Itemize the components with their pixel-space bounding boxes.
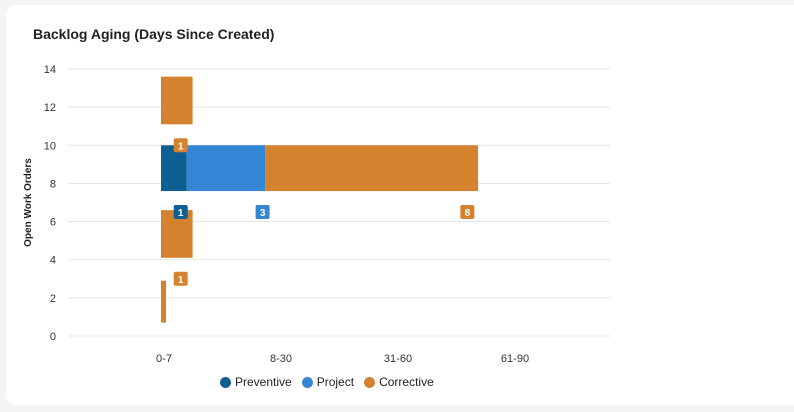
bar-corrective <box>161 280 166 323</box>
legend-label: Project <box>316 375 355 389</box>
data-label-badge <box>460 205 475 220</box>
bar-corrective <box>265 145 479 192</box>
y-axis-title: Open Work Orders <box>23 158 34 247</box>
y-tick-label: 2 <box>50 293 56 305</box>
chart-legend: Preventive Project Corrective <box>220 375 434 389</box>
data-label-badge <box>255 205 270 220</box>
y-tick-label: 10 <box>44 140 56 152</box>
legend-swatch <box>220 376 231 388</box>
bar-project <box>186 145 266 192</box>
legend-label: Corrective <box>379 375 434 389</box>
y-tick-label: 6 <box>50 217 56 229</box>
legend-item-project[interactable]: Project <box>301 375 355 389</box>
y-tick-label: 12 <box>44 102 56 114</box>
chart-title: Backlog Aging (Days Since Created) <box>33 26 275 42</box>
legend-item-corrective[interactable]: Corrective <box>364 375 434 389</box>
legend-item-preventive[interactable]: Preventive <box>220 375 292 389</box>
data-label-badge <box>173 138 188 153</box>
x-tick-label: 31-60 <box>384 353 412 365</box>
y-tick-label: 0 <box>50 331 56 343</box>
data-label: 1 <box>178 141 184 152</box>
x-tick-label: 8-30 <box>270 353 292 365</box>
chart-card: Backlog Aging (Days Since Created) <box>6 5 794 405</box>
data-label: 1 <box>178 208 184 219</box>
y-tick-label: 14 <box>44 64 56 76</box>
data-label: 8 <box>465 208 471 219</box>
data-label: 1 <box>178 275 184 286</box>
data-label: 3 <box>260 208 266 219</box>
legend-label: Preventive <box>235 375 292 389</box>
x-tick-label: 61-90 <box>501 353 529 365</box>
data-label-badge <box>173 205 188 220</box>
x-tick-label: 0-7 <box>156 353 172 365</box>
legend-swatch <box>301 376 313 388</box>
legend-swatch <box>364 376 376 388</box>
y-tick-label: 4 <box>50 255 56 267</box>
y-tick-label: 8 <box>50 178 56 190</box>
data-label-badge <box>173 271 188 286</box>
bar-preventive <box>161 145 187 192</box>
bar-corrective <box>161 76 193 125</box>
